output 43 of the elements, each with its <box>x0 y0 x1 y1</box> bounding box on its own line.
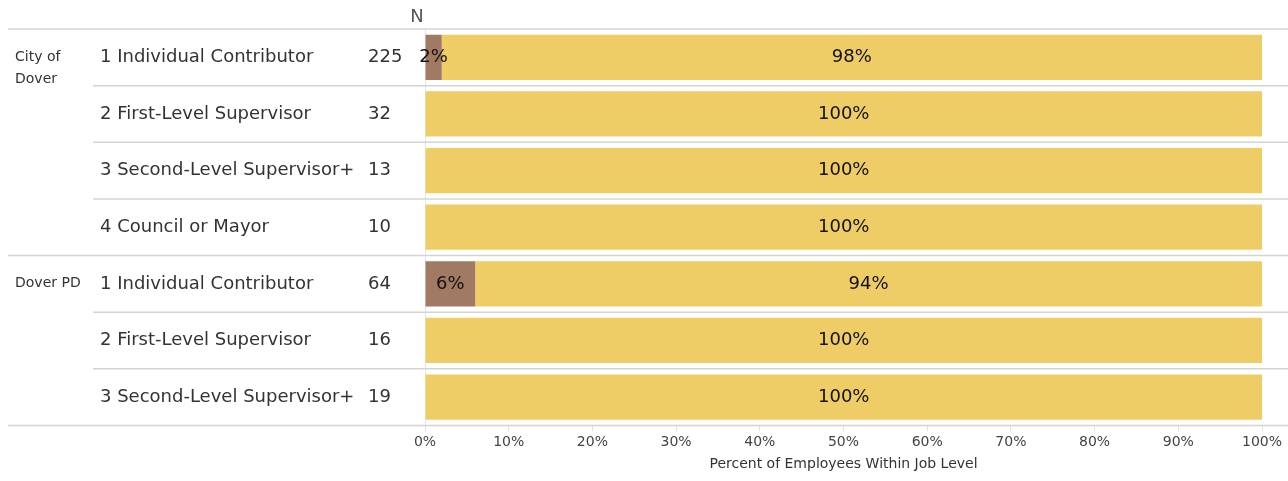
text: 225 <box>368 44 403 66</box>
data-label: 100% <box>818 328 870 350</box>
y-tick-label: 1 Individual Contributor <box>100 44 314 66</box>
x-tick-label: 40% <box>744 433 776 450</box>
x-axis-title: Percent of Employees Within Job Level <box>709 455 978 472</box>
x-tick-label: 90% <box>1162 433 1194 450</box>
bar <box>425 147 1262 194</box>
text: 13 <box>368 158 391 180</box>
y-tick-label: 1 Individual Contributor <box>100 271 314 293</box>
x-tick-label: 0% <box>413 433 437 450</box>
text: 64 <box>368 271 391 293</box>
text: 32 <box>368 101 391 123</box>
x-tick-label: 100% <box>1241 433 1283 450</box>
x-tick-label: 70% <box>995 433 1027 450</box>
y-tick-label: 2 First-Level Supervisor <box>100 101 312 123</box>
data-label: 94% <box>848 271 889 293</box>
bar <box>475 261 1262 307</box>
data-label: 100% <box>818 214 870 236</box>
text: 16 <box>368 328 391 350</box>
x-tick-label: 30% <box>660 433 692 450</box>
y-tick-label: 3 Second-Level Supervisor+ <box>100 158 355 180</box>
y-tick-label: 4 Council or Mayor <box>100 214 270 236</box>
x-tick-label: 10% <box>493 433 525 450</box>
text: N <box>410 4 424 26</box>
bar <box>425 317 1262 364</box>
y-tick-label: 3 Second-Level Supervisor+ <box>100 384 355 406</box>
bar <box>425 204 1262 250</box>
bar <box>425 91 1262 137</box>
data-label: 100% <box>818 384 870 406</box>
text: City of Dover <box>15 47 62 86</box>
x-tick-label: 80% <box>1079 433 1111 450</box>
data-label: 6% <box>436 271 465 293</box>
x-tick-label: 20% <box>576 433 608 450</box>
text: Dover PD <box>15 274 81 291</box>
data-label: 100% <box>818 101 870 123</box>
data-label: 100% <box>818 158 870 180</box>
data-label: 98% <box>831 44 872 66</box>
text: 19 <box>368 384 391 406</box>
bar <box>425 374 1262 420</box>
text: 10 <box>368 214 391 236</box>
y-tick-label: 2 First-Level Supervisor <box>100 328 312 350</box>
x-tick-label: 60% <box>911 433 943 450</box>
x-tick-label: 50% <box>827 433 860 450</box>
